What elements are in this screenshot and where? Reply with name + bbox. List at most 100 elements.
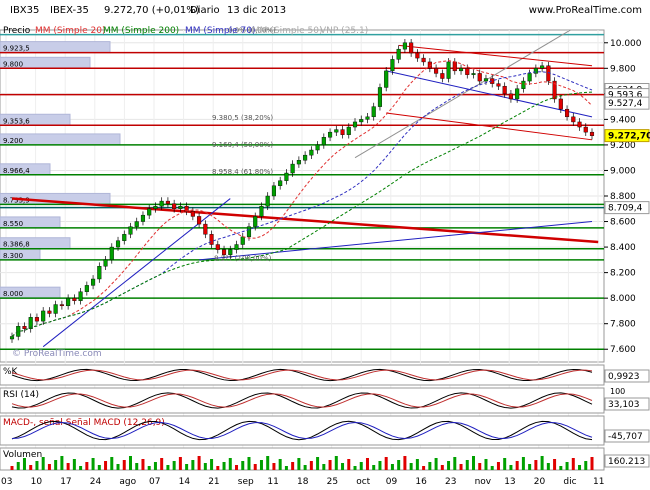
instrument-name: IBEX-35 [50,5,89,16]
pane-value-volume: 160.213 [608,457,645,467]
y-tick-label: 8.200 [610,269,636,279]
moving-average [11,71,593,337]
horizontal-levels [0,33,604,350]
x-tick-label: ago [119,477,136,487]
candle [109,246,114,261]
legend-mm20: MM (Simple 20) [35,26,105,36]
x-tick-label: 03 [1,477,12,487]
volume-bar [459,464,463,470]
volume-bar [47,464,51,470]
volume-bar [397,460,401,470]
candle [134,221,139,227]
candle [197,216,202,225]
volume-bar [203,463,207,470]
volume-bar [272,463,276,470]
profile-label: 9.800 [3,60,23,68]
x-tick-label: dic [563,477,576,487]
candle [589,131,595,136]
candle [365,116,370,120]
volume-bar [241,461,245,470]
volume-bar [66,463,70,470]
candle [34,317,39,322]
volume-bar [228,458,232,470]
candle [128,226,133,235]
volume-bar [72,459,76,470]
volume-bar [216,466,220,470]
x-tick-label: 14 [179,477,191,487]
candle [521,80,526,89]
candle [78,291,83,301]
volume-bar [22,458,26,470]
legend-mm70: MM (Simple 70) [185,26,255,36]
profile-label: 8.000 [3,290,23,298]
candle [159,200,164,207]
candle [334,129,339,133]
candle [115,240,121,248]
volume-bar [584,461,588,470]
candle [296,160,301,165]
candle [371,106,376,118]
brand-link[interactable]: www.ProRealTime.com [528,5,642,16]
volume-bar [553,459,557,470]
volume-bar [122,460,126,470]
candle [103,259,108,267]
candle [471,73,476,75]
volume-bar [79,466,83,470]
signal-line [11,369,593,381]
candle [303,154,308,161]
y-tick-label: 9.200 [610,141,636,151]
candles [9,38,595,343]
volume-bar [210,459,214,470]
fibonacci-labels: 0,0% (0,00%) 9.380,5 (38,20%) 9.169,4 (50,… [12,27,276,359]
profile-label: 8.733,9 [3,196,30,204]
profile-label: 8.300 [3,252,23,260]
volume-bar [259,460,263,470]
volume-bar [172,461,176,470]
candle [28,317,33,329]
candle [278,180,283,186]
volume-bar [515,461,519,470]
volume-bar [384,457,388,470]
volume-profile: 9.923,5 9.800 9.353,6 9.200 8.966,4 8.733,9 8.… [0,41,121,299]
volume-bar [478,463,482,470]
volume-bar [571,458,575,470]
profile-label: 8.966,4 [3,167,30,175]
volume-bar [178,457,182,470]
pane-value-box [604,454,650,468]
candle [290,163,295,174]
price-labels: 9.634,99.593,69.527,49.272,708.709,4 [604,83,650,215]
volume-bar [284,466,288,470]
pane-rsi [0,387,605,414]
volume-bar [16,462,20,470]
candle [209,234,214,245]
candle [203,223,208,235]
volume-bar [266,456,270,470]
price-label-box [604,201,650,215]
candle [384,70,389,88]
volume-bar [465,460,469,470]
volume-bar [359,462,363,470]
profile-label: 9.353,6 [3,117,30,125]
price-label-box [604,96,650,110]
indicator-panes: %K 0,9923 RSI (14) 33,103 100 MACD-, señal Se… [0,364,650,471]
candle [284,172,289,181]
profile-label: 8.386,8 [3,241,30,249]
volume-bar [110,457,114,470]
volume-bar [222,462,226,470]
volume-bar [422,466,426,470]
volume-bar [440,465,444,470]
candle [140,214,146,222]
y-tick-label: 7.600 [610,345,636,355]
volume-bar [565,462,569,470]
candle [246,226,252,238]
fibo-label: 9.169,4 (50,00%) [212,141,273,149]
volume-bar [509,465,513,470]
trend-line [386,70,593,118]
candle [315,144,320,151]
y-tick-label: 9.800 [610,64,636,74]
x-tick-label: 20 [534,477,546,487]
x-tick-label: 18 [297,477,309,487]
indicator-line [11,368,593,382]
volume-bar [185,464,189,470]
candle [22,326,27,330]
